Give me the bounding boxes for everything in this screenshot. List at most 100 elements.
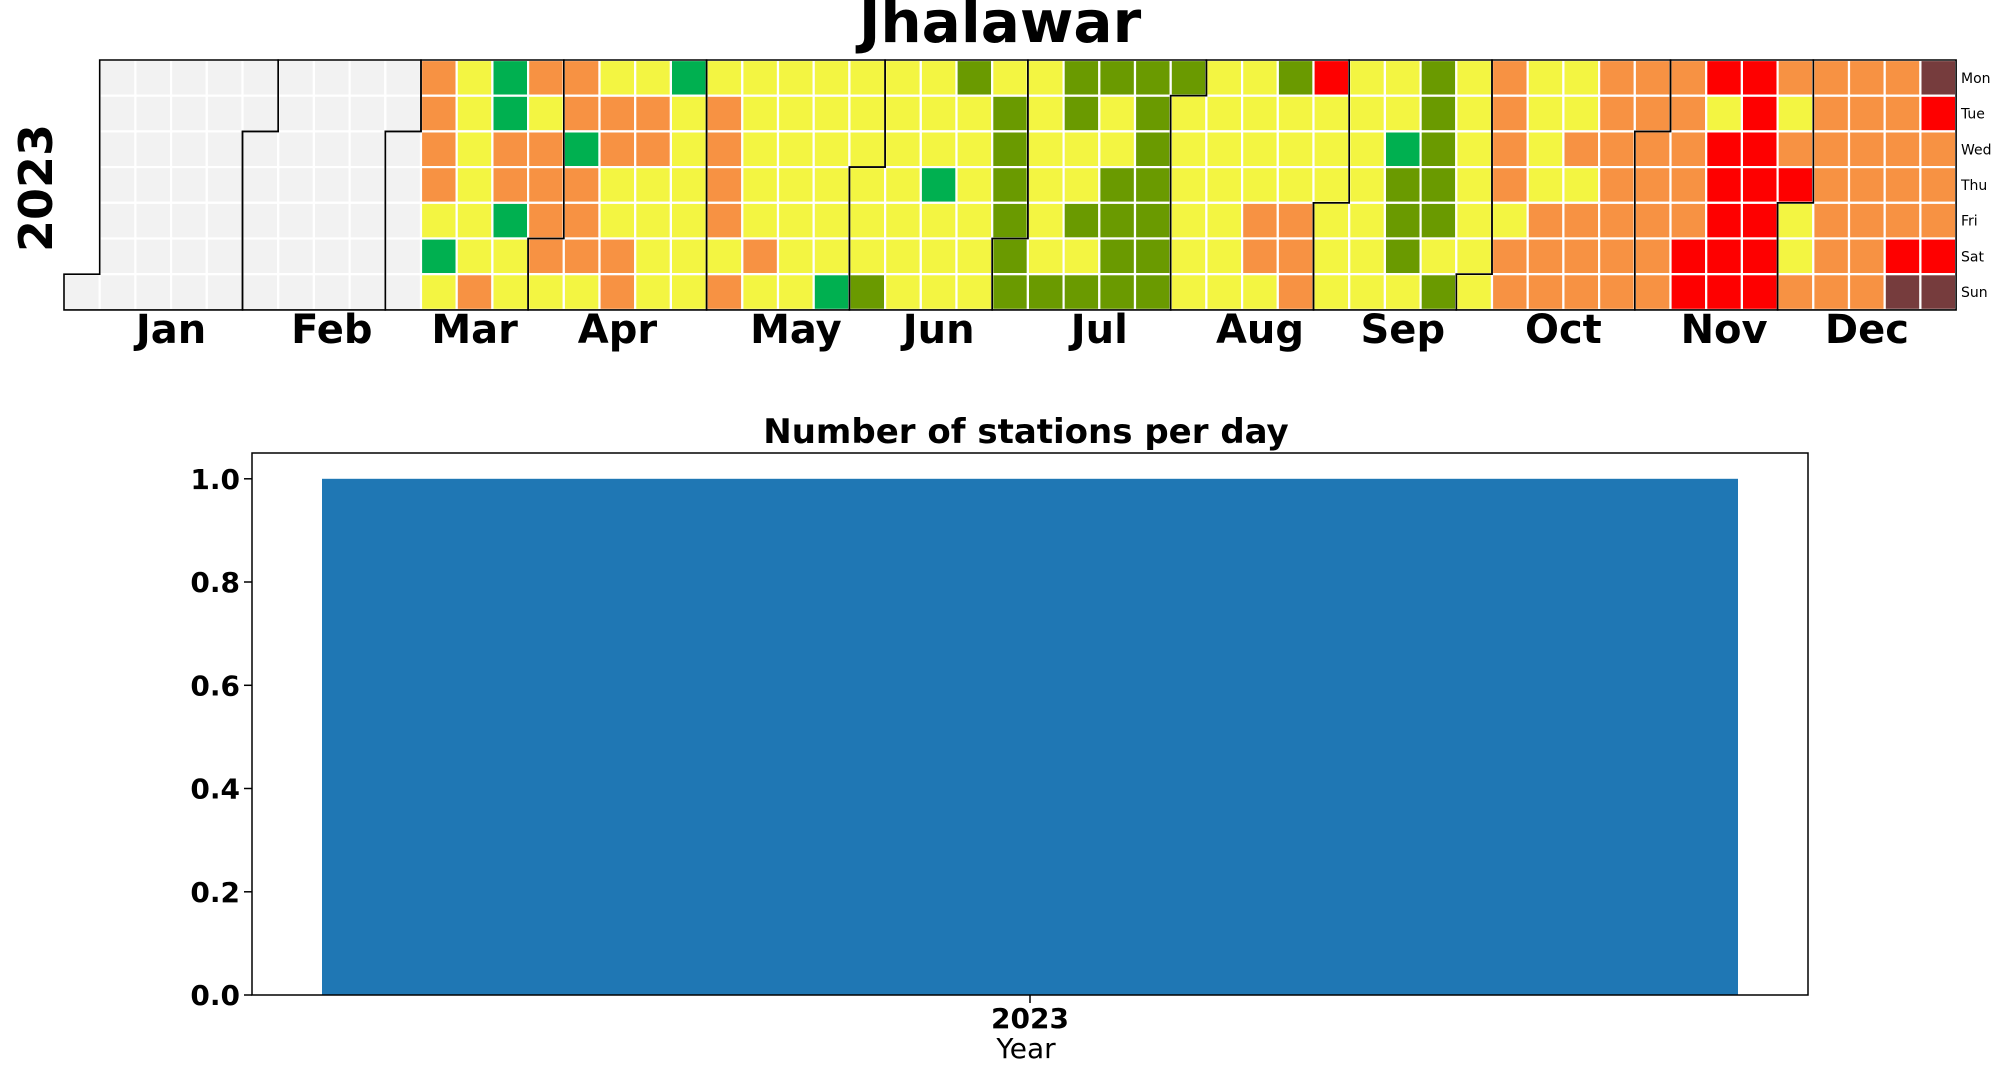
heatmap-cell [1633, 58, 1672, 97]
heatmap-cell [1705, 130, 1743, 169]
heatmap-cell [1240, 94, 1279, 133]
heatmap-cell [1776, 130, 1815, 169]
plot-frame [251, 452, 1809, 996]
heatmap-cell [1205, 58, 1244, 97]
heatmap-cell [776, 273, 815, 312]
heatmap-cell [1169, 201, 1208, 240]
x-axis-label: Year [995, 1032, 1056, 1065]
heatmap-cell [348, 166, 387, 204]
heatmap-cell [1312, 94, 1351, 133]
heatmap-cell [634, 273, 673, 312]
month-label: Aug [1216, 307, 1304, 353]
heatmap-cell [277, 166, 316, 204]
month-label: Jun [900, 307, 975, 353]
heatmap-cell [170, 58, 208, 97]
heatmap-cell [1312, 237, 1351, 276]
heatmap-cell [1883, 130, 1922, 169]
heatmap-cell [205, 201, 244, 240]
heatmap-cell [1490, 166, 1529, 204]
heatmap-cell [634, 237, 673, 276]
heatmap-cell [1312, 58, 1351, 97]
heatmap-cell [1633, 273, 1672, 312]
heatmap-cell [384, 237, 423, 276]
heatmap-cell [348, 237, 387, 276]
heatmap-cell [1419, 201, 1458, 240]
heatmap-cell [598, 237, 637, 276]
heatmap-cell [526, 130, 565, 169]
heatmap-cell [598, 201, 637, 240]
heatmap-cell [1205, 237, 1244, 276]
heatmap-cell [241, 201, 280, 240]
heatmap-cell [848, 94, 887, 133]
heatmap-cell [1776, 166, 1815, 204]
heatmap-cell [1062, 166, 1101, 204]
heatmap-cell [669, 166, 708, 204]
heatmap-cell [1490, 237, 1529, 276]
weekday-label: Sat [1961, 249, 1984, 265]
heatmap-cell [1098, 166, 1137, 204]
heatmap-cell [741, 237, 780, 276]
heatmap-cell [741, 130, 780, 169]
heatmap-cell [1919, 201, 1958, 240]
heatmap-cell [955, 130, 994, 169]
month-labels: Jan Feb Mar Apr May Jun Jul Aug Sep Oct Nov Dec [133, 307, 1909, 353]
heatmap-cell [741, 58, 780, 97]
heatmap-cell [1133, 130, 1172, 169]
heatmap-cell [277, 94, 316, 133]
heatmap-cell [1562, 58, 1601, 97]
heatmap-cell [919, 130, 958, 169]
heatmap-cell [1098, 201, 1137, 240]
heatmap-cell [741, 166, 780, 204]
heatmap-cell [1669, 201, 1708, 240]
heatmap-cell [1562, 273, 1601, 312]
heatmap-cell [1883, 94, 1922, 133]
heatmap-cell [1026, 130, 1065, 169]
heatmap-cell [1169, 94, 1208, 133]
heatmap-cell [705, 201, 744, 240]
heatmap-cell [348, 130, 387, 169]
heatmap-cell [705, 58, 744, 97]
heatmap-cell [1919, 130, 1958, 169]
heatmap-cell [562, 58, 601, 97]
heatmap-cell [1348, 273, 1386, 312]
heatmap-cell [312, 58, 351, 97]
heatmap-cell [526, 94, 565, 133]
heatmap-cell [812, 130, 851, 169]
heatmap-cell [1490, 94, 1529, 133]
heatmap-cell [1740, 166, 1779, 204]
heatmap-cell [170, 130, 208, 169]
heatmap-cell [991, 94, 1030, 133]
heatmap-cell [1419, 58, 1458, 97]
heatmap-cell [455, 273, 494, 312]
heatmap-cell [1669, 273, 1708, 312]
heatmap-cell [812, 58, 851, 97]
weekday-label: Fri [1961, 214, 1978, 230]
y-tick-label: 0.4 [190, 773, 240, 806]
heatmap-cell [241, 273, 280, 312]
month-label: Feb [291, 307, 372, 353]
month-label: Jul [1068, 307, 1128, 353]
heatmap-cell [634, 130, 673, 169]
heatmap-cell [1812, 58, 1851, 97]
heatmap-cell [1740, 201, 1779, 240]
heatmap-cell [812, 201, 851, 240]
heatmap-cell [1919, 166, 1958, 204]
heatmap-cell [1383, 58, 1422, 97]
heatmap-cell [1062, 130, 1101, 169]
heatmap-cell [1276, 130, 1315, 169]
heatmap-cell [1276, 237, 1315, 276]
month-label: Mar [431, 307, 518, 353]
heatmap-cell [1812, 130, 1851, 169]
month-label: Oct [1525, 307, 1602, 353]
heatmap-cell [776, 130, 815, 169]
heatmap-cell [205, 58, 244, 97]
heatmap-cell [1526, 130, 1565, 169]
heatmap-cell [1669, 58, 1708, 97]
heatmap-cell [1276, 201, 1315, 240]
heatmap-cell [1455, 273, 1494, 312]
heatmap-cell [134, 201, 173, 240]
heatmap-cell [419, 166, 458, 204]
heatmap-cell [776, 201, 815, 240]
heatmap-cell [491, 237, 530, 276]
heatmap-cell [634, 58, 673, 97]
